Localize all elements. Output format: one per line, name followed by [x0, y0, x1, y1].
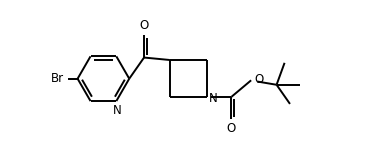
Text: O: O [227, 122, 236, 135]
Text: Br: Br [51, 72, 64, 85]
Text: O: O [254, 73, 263, 86]
Text: N: N [208, 92, 218, 105]
Text: N: N [113, 104, 122, 117]
Text: O: O [139, 19, 149, 32]
